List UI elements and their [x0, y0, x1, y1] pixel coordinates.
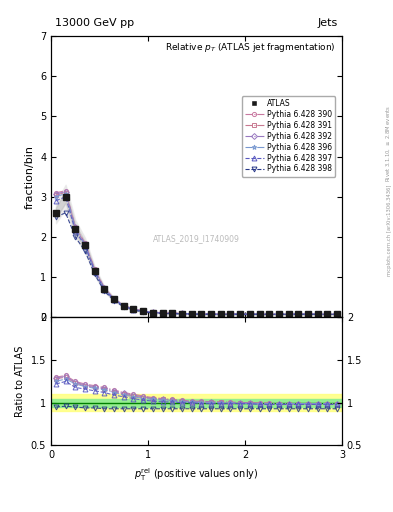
Text: mcplots.cern.ch [arXiv:1306.3436]: mcplots.cern.ch [arXiv:1306.3436]: [387, 185, 392, 276]
Text: ATLAS_2019_I1740909: ATLAS_2019_I1740909: [153, 234, 240, 243]
X-axis label: $p_{\rm T}^{\rm rel}$ (positive values only): $p_{\rm T}^{\rm rel}$ (positive values o…: [134, 466, 259, 483]
Y-axis label: Ratio to ATLAS: Ratio to ATLAS: [15, 346, 25, 417]
Y-axis label: fraction/bin: fraction/bin: [24, 144, 35, 209]
Bar: [51, 398, 342, 407]
Text: 13000 GeV pp: 13000 GeV pp: [55, 18, 134, 28]
Bar: [51, 394, 342, 411]
Text: Relative $p_{T}$ (ATLAS jet fragmentation): Relative $p_{T}$ (ATLAS jet fragmentatio…: [165, 41, 336, 54]
Text: Jets: Jets: [318, 18, 338, 28]
Text: Rivet 3.1.10, $\geq$ 2.8M events: Rivet 3.1.10, $\geq$ 2.8M events: [384, 105, 392, 182]
Legend: ATLAS, Pythia 6.428 390, Pythia 6.428 391, Pythia 6.428 392, Pythia 6.428 396, P: ATLAS, Pythia 6.428 390, Pythia 6.428 39…: [242, 96, 335, 177]
